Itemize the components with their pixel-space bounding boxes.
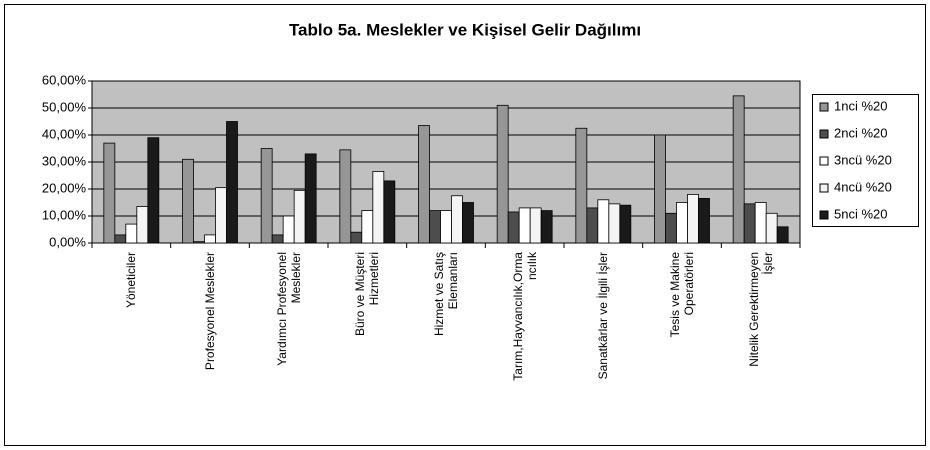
bar	[586, 207, 599, 244]
bar	[654, 134, 666, 244]
bar	[418, 125, 430, 244]
legend-label: 1nci %20	[834, 98, 887, 113]
bar	[754, 202, 767, 244]
bar	[215, 187, 227, 244]
bar	[282, 215, 295, 244]
x-tick-label: Tarım,Hayvancılık,Orma ncılık	[510, 252, 539, 381]
bar	[575, 127, 588, 244]
bar	[339, 149, 352, 244]
legend-swatch	[819, 210, 829, 220]
x-tick-label: Hizmet ve Satış Elemanları	[432, 252, 460, 337]
bar	[147, 137, 160, 244]
bar	[732, 95, 745, 244]
bar	[687, 193, 699, 244]
y-tick-label: 0,00%	[49, 234, 86, 249]
bar	[462, 202, 474, 244]
bar	[665, 212, 677, 244]
y-tick-label: 40,00%	[42, 126, 87, 141]
legend-label: 5nci %20	[834, 206, 887, 221]
y-tick-label: 30,00%	[42, 153, 87, 168]
bar	[193, 241, 205, 244]
bar	[507, 211, 520, 244]
x-tick-label: Tesis ve Makine Operatörleri	[668, 252, 696, 338]
legend-label: 2nci %20	[834, 125, 887, 140]
bar	[383, 180, 396, 244]
y-tick-label: 10,00%	[42, 207, 87, 222]
y-tick-label: 50,00%	[42, 99, 87, 114]
bar	[776, 226, 789, 244]
bar	[451, 195, 463, 244]
bar	[540, 210, 553, 244]
bar	[597, 199, 610, 244]
bar	[429, 210, 441, 244]
bar	[136, 206, 149, 244]
bar	[743, 203, 756, 244]
legend-box	[812, 94, 919, 227]
bar	[103, 142, 116, 244]
x-tick-label: Nitelik Gerektirmeyen İşler	[746, 252, 775, 367]
legend-swatch	[819, 156, 829, 166]
bar	[182, 158, 194, 244]
bar	[529, 207, 542, 244]
bar	[608, 203, 621, 244]
bar	[765, 212, 778, 244]
bar	[440, 210, 452, 244]
legend-swatch	[819, 129, 829, 139]
x-tick-label: Yardımcı Profesyonel Meslekler	[274, 252, 303, 366]
bar	[496, 104, 509, 244]
x-tick-label: Yöneticiler	[124, 252, 139, 309]
bar	[260, 148, 273, 244]
bar	[304, 153, 317, 244]
bar	[372, 171, 385, 244]
bar	[676, 202, 688, 244]
legend-swatch	[819, 102, 829, 112]
bar	[518, 207, 531, 244]
bar	[204, 234, 216, 244]
bar	[125, 223, 138, 244]
y-tick-label: 60,00%	[42, 72, 87, 87]
bar	[293, 189, 306, 244]
x-tick-label: Büro ve Müşteri Hizmetleri	[353, 252, 382, 337]
bar	[114, 234, 127, 244]
bar	[271, 234, 284, 244]
legend-label: 4ncü %20	[834, 179, 892, 194]
bar	[361, 210, 374, 244]
bar	[698, 198, 710, 244]
y-tick-label: 20,00%	[42, 180, 87, 195]
chart-title: Tablo 5a. Meslekler ve Kişisel Gelir Dağ…	[289, 20, 641, 39]
legend-swatch	[819, 183, 829, 193]
legend-label: 3ncü %20	[834, 152, 892, 167]
bar	[226, 121, 238, 244]
x-tick-label: Profesyonel Meslekler	[203, 252, 217, 371]
x-tick-label: Sanatkârlar ve İlgili İşler	[596, 252, 611, 380]
bar	[350, 231, 363, 244]
bar	[619, 204, 632, 244]
